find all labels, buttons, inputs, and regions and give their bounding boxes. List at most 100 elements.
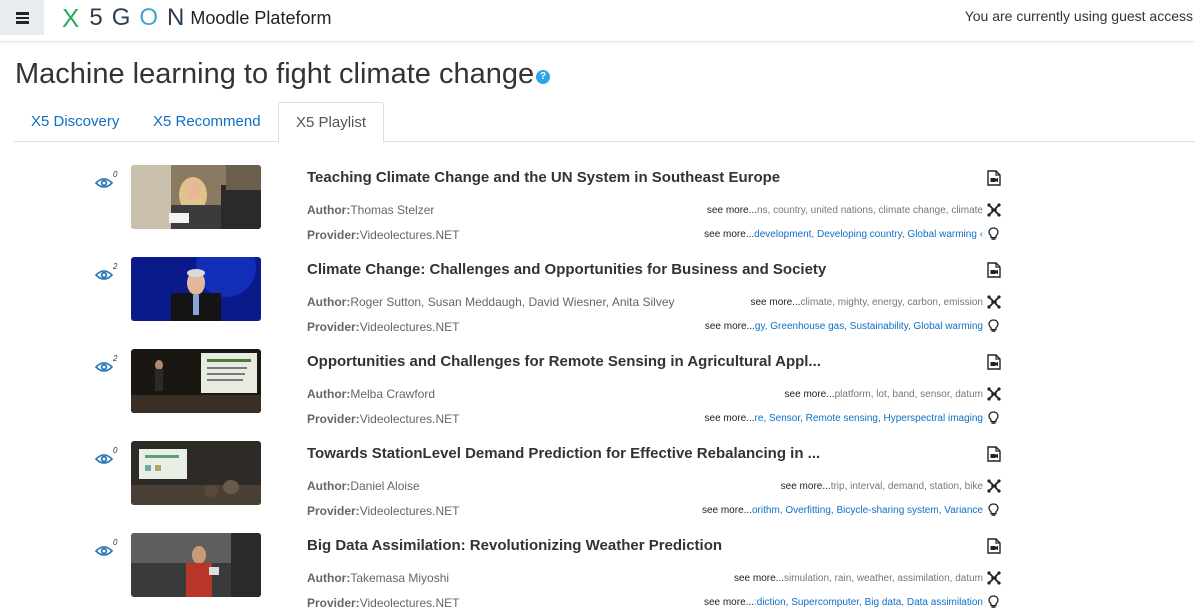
item-title-link[interactable]: Big Data Assimilation: Revolutionizing W… (307, 537, 723, 554)
wikipedia-keywords: see more... gy, Greenhouse gas, Sustaina… (705, 321, 983, 332)
concepts-icon[interactable] (987, 295, 1001, 314)
item-provider: Provider:Videolectures.NET (307, 412, 460, 426)
item-author: Author:Thomas Stelzer (307, 203, 434, 217)
see-more-wiki-link[interactable]: see more... (704, 229, 755, 240)
wikipedia-keywords-text[interactable]: gy, Greenhouse gas, Sustainability, Glob… (754, 321, 983, 332)
provider-label: Provider: (307, 228, 360, 242)
tab-x5-discovery[interactable]: X5 Discovery (31, 113, 120, 130)
wikipedia-keywords: see more... ːdiction, Supercomputer, Big… (704, 597, 983, 608)
wikipedia-keywords-text[interactable]: re, Sensor, Remote sensing, Hyperspectra… (754, 413, 983, 424)
item-author: Author:Daniel Aloise (307, 479, 420, 493)
lightbulb-icon[interactable] (987, 595, 1000, 611)
concept-keywords-text: simulation, rain, weather, assimilation,… (784, 573, 983, 584)
playlist-item: 2 Climate Change: Challenges and Opportu… (0, 257, 1195, 354)
playlist-item: 2 Opportunities and Challenges for Remot… (0, 349, 1195, 446)
eye-icon (94, 544, 114, 562)
concepts-icon[interactable] (987, 571, 1001, 590)
author-value: Thomas Stelzer (350, 203, 435, 217)
see-more-concepts-link[interactable]: see more... (780, 481, 831, 492)
see-more-wiki-link[interactable]: see more... (704, 321, 755, 332)
provider-label: Provider: (307, 504, 360, 518)
video-thumbnail[interactable] (131, 349, 261, 413)
concept-keywords-text: platform, lot, band, sensor, datum (834, 389, 983, 400)
view-count-number: 2 (113, 262, 118, 271)
view-count-number: 2 (113, 354, 118, 363)
provider-value: Videolectures.NET (359, 596, 460, 610)
video-document-icon[interactable] (987, 354, 1001, 375)
author-value: Takemasa Miyoshi (350, 571, 450, 585)
concepts-icon[interactable] (987, 203, 1001, 222)
see-more-concepts-link[interactable]: see more... (784, 389, 835, 400)
concept-keywords: see more... trip, interval, demand, stat… (781, 481, 983, 492)
view-count: 0 (94, 446, 119, 468)
item-author: Author:Roger Sutton, Susan Meddaugh, Dav… (307, 295, 675, 309)
author-value: Melba Crawford (350, 387, 436, 401)
video-document-icon[interactable] (987, 446, 1001, 467)
help-icon[interactable]: ? (536, 69, 551, 84)
item-title-link[interactable]: Teaching Climate Change and the UN Syste… (307, 169, 781, 186)
lightbulb-icon[interactable] (987, 411, 1000, 430)
author-label: Author: (307, 203, 351, 217)
brand[interactable]: X 5 G O N Moodle Plateform (62, 3, 332, 33)
view-count: 2 (94, 354, 119, 378)
lightbulb-icon[interactable] (987, 503, 1000, 522)
item-provider: Provider:Videolectures.NET (307, 228, 460, 242)
video-thumbnail[interactable] (131, 441, 261, 505)
x5gon-logo: X 5 G O N (62, 3, 193, 33)
wikipedia-keywords: see more... › development, Developing co… (704, 229, 983, 240)
hamburger-icon (15, 12, 29, 24)
concepts-icon[interactable] (987, 479, 1001, 498)
logo-letter: N (167, 4, 185, 31)
author-value: Daniel Aloise (350, 479, 420, 493)
see-more-wiki-link[interactable]: see more... (701, 505, 752, 516)
author-label: Author: (307, 571, 351, 585)
concept-keywords: see more... ns, country, united nations,… (707, 205, 983, 216)
see-more-concepts-link[interactable]: see more... (750, 297, 801, 308)
wikipedia-keywords-text[interactable]: orithm, Overfitting, Bicycle-sharing sys… (751, 505, 983, 516)
lightbulb-icon[interactable] (987, 227, 1000, 246)
see-more-concepts-link[interactable]: see more... (733, 573, 785, 584)
see-more-concepts-link[interactable]: see more... (706, 205, 757, 216)
concept-keywords-text: trip, interval, demand, station, bike (830, 481, 983, 492)
brand-text: Moodle Plateform (190, 8, 332, 28)
eye-icon (94, 360, 114, 378)
see-more-wiki-link[interactable]: see more... (704, 413, 755, 424)
concept-keywords: see more... climate, mighty, energy, car… (750, 297, 983, 308)
video-document-icon[interactable] (987, 170, 1001, 191)
wikipedia-keywords-text[interactable]: ːdiction, Supercomputer, Big data, Data … (753, 597, 983, 608)
guest-access-text: You are currently using guest access (964, 8, 1193, 24)
lightbulb-icon[interactable] (987, 319, 1000, 338)
concept-keywords: see more... simulation, rain, weather, a… (734, 573, 983, 584)
video-document-icon[interactable] (987, 538, 1001, 559)
video-document-icon[interactable] (987, 262, 1001, 283)
item-title-link[interactable]: Climate Change: Challenges and Opportuni… (307, 261, 827, 278)
item-title-link[interactable]: Towards StationLevel Demand Prediction f… (307, 445, 821, 462)
eye-icon (94, 268, 114, 286)
logo-x: X (62, 3, 80, 33)
playlist-item: 0 Big Data Assimilation: Revolutionizing… (0, 533, 1195, 611)
author-label: Author: (307, 387, 351, 401)
author-label: Author: (307, 295, 351, 309)
concept-keywords-text: climate, mighty, energy, carbon, emissio… (800, 297, 983, 308)
video-thumbnail[interactable] (131, 533, 261, 597)
author-value: Roger Sutton, Susan Meddaugh, David Wies… (350, 295, 675, 309)
see-more-wiki-link[interactable]: see more... (703, 597, 754, 608)
tab-bar: X5 Discovery X5 Recommend X5 Playlist (14, 102, 1195, 143)
concept-keywords-text: ns, country, united nations, climate cha… (756, 205, 983, 216)
provider-value: Videolectures.NET (359, 320, 460, 334)
tab-x5-recommend[interactable]: X5 Recommend (153, 113, 261, 130)
concepts-icon[interactable] (987, 387, 1001, 406)
view-count-number: 0 (113, 446, 118, 455)
item-provider: Provider:Videolectures.NET (307, 504, 460, 518)
item-title-link[interactable]: Opportunities and Challenges for Remote … (307, 353, 821, 370)
concept-keywords: see more... platform, lot, band, sensor,… (785, 389, 983, 400)
tab-x5-playlist[interactable]: X5 Playlist (278, 102, 385, 143)
video-thumbnail[interactable] (131, 257, 261, 321)
playlist-item: 0 Towards StationLevel Demand Prediction… (0, 441, 1195, 538)
video-thumbnail[interactable] (131, 165, 261, 229)
hamburger-menu-button[interactable] (0, 0, 44, 35)
provider-value: Videolectures.NET (359, 412, 460, 426)
view-count: 2 (94, 262, 119, 286)
logo-letter: G (111, 4, 131, 31)
wikipedia-keywords-text[interactable]: › development, Developing country, Globa… (754, 229, 983, 240)
